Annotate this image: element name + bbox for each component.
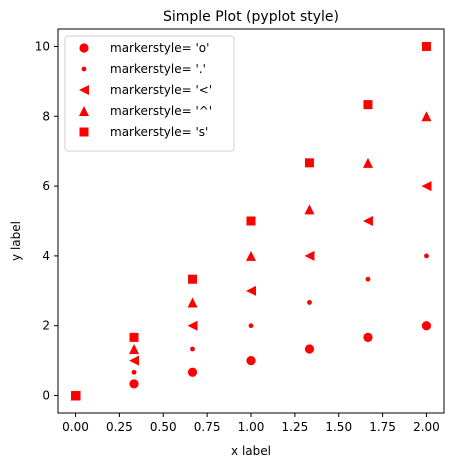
plot-frame [57,28,445,414]
data-point-square [246,216,256,226]
x-tick-label: 0.50 [150,420,177,434]
y-tick-label: 10 [35,39,50,53]
legend-box [64,35,235,152]
data-point-circle [187,367,198,377]
x-tick-label: 1.50 [325,420,352,434]
data-markers [70,41,432,401]
data-point-point [307,300,312,305]
y-ticks: 0 2 4 6 8 10 [35,39,58,403]
x-ticks: 0.00 0.25 0.50 0.75 1.00 1.25 1.50 1.75 2.00 [62,413,440,434]
data-point-triangle-left [362,216,373,226]
y-axis-label: y label [9,221,23,261]
data-point-triangle-left [246,285,256,296]
data-point-circle [363,332,373,342]
legend-entry-label: markerstyle= 'o' [110,41,209,55]
data-point-point [365,276,371,282]
data-point-triangle-up [187,297,198,308]
data-point-point [248,323,254,329]
x-tick-label: 1.00 [238,420,265,434]
legend-marker-triangle-up [79,106,89,116]
x-tick-label: 1.75 [369,420,396,434]
y-tick-label: 6 [42,179,50,193]
y-tick-label: 4 [42,249,50,263]
data-point-circle [304,344,315,354]
data-point-point [131,369,137,375]
legend-marker-square [79,127,89,137]
data-point-square [421,41,431,51]
x-tick-label: 1.25 [282,420,309,434]
legend-marker-triangle-left [79,85,89,95]
data-point-circle [129,379,139,389]
data-point-triangle-left [304,250,315,261]
data-point-square [129,332,139,342]
y-tick-label: 0 [42,389,50,403]
chart-title: Simple Plot (pyplot style) [163,9,339,25]
data-point-square [188,274,198,284]
legend-marker-circle [79,43,89,53]
data-point-square [363,100,373,110]
x-tick-label: 0.75 [194,420,221,434]
legend-entry-label: markerstyle= 's' [110,125,208,139]
data-point-circle [246,356,256,366]
data-point-triangle-up [421,111,432,122]
x-tick-label: 0.00 [62,420,89,434]
data-point-square [304,158,314,168]
legend-marker-point [81,66,87,72]
data-point-triangle-up [246,250,256,261]
x-tick-label: 2.00 [413,420,440,434]
y-tick-label: 8 [42,109,50,123]
legend-entry-label: markerstyle= '^' [110,104,212,118]
x-axis-label: x label [231,444,271,458]
data-point-triangle-left [129,355,140,366]
legend-entry-label: markerstyle= '<' [110,83,212,97]
y-tick-label: 2 [42,319,50,333]
data-point-circle [421,321,432,331]
data-point-triangle-left [421,181,432,192]
data-point-square [71,391,81,401]
x-tick-label: 0.25 [106,420,133,434]
data-point-point [424,253,429,259]
data-point-triangle-left [187,320,198,331]
data-point-triangle-up [129,344,140,355]
legend: markerstyle= 'o' markerstyle= '.' markerst… [64,35,235,152]
legend-entry-label: markerstyle= '.' [110,62,206,76]
data-point-triangle-up [304,204,315,215]
data-point-point [190,346,195,352]
data-point-triangle-up [362,157,373,168]
